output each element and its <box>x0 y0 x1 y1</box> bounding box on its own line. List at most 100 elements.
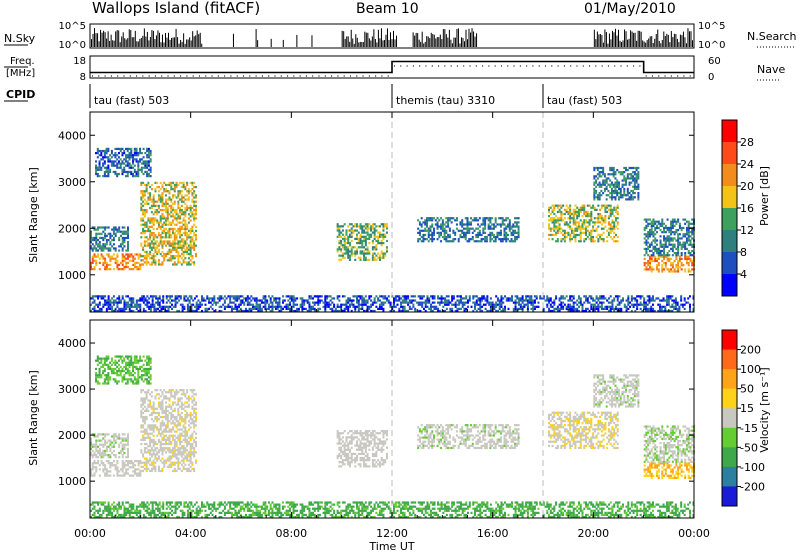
power-echo-cell <box>359 295 362 298</box>
power-echo-cell <box>671 243 674 246</box>
power-echo-cell <box>468 240 471 243</box>
power-echo-cell <box>359 237 362 241</box>
power-echo-cell <box>667 297 670 300</box>
power-echo-cell <box>164 240 167 243</box>
power-echo-cell <box>613 225 616 228</box>
power-echo-cell <box>548 307 551 311</box>
velocity-echo-cell <box>145 409 148 412</box>
power-echo-cell <box>141 297 144 300</box>
power-echo-cell <box>164 204 167 207</box>
power-echo-cell <box>172 213 175 216</box>
power-echo-cell <box>301 303 304 306</box>
power-echo-cell <box>191 192 194 195</box>
power-echo-cell <box>677 252 680 255</box>
power-echo-cell <box>602 231 605 234</box>
power-echo-cell <box>548 227 551 230</box>
power-echo-cell <box>677 239 680 242</box>
power-echo-cell <box>639 307 642 311</box>
power-echo-cell <box>177 229 180 233</box>
power-echo-cell <box>636 301 639 304</box>
power-echo-cell <box>682 243 685 246</box>
power-echo-cell <box>373 229 376 232</box>
power-echo-cell <box>688 305 691 308</box>
power-echo-cell <box>168 213 171 216</box>
power-echo-cell <box>373 246 376 249</box>
power-echo-cell <box>363 258 366 261</box>
power-echo-cell <box>418 233 421 237</box>
power-echo-cell <box>444 301 447 304</box>
power-echo-cell <box>443 227 446 230</box>
power-echo-cell <box>643 228 646 232</box>
power-echo-cell <box>104 259 107 262</box>
power-echo-cell <box>366 305 369 308</box>
velocity-echo-cell <box>121 464 124 467</box>
power-echo-cell <box>187 246 190 249</box>
power-echo-cell <box>514 235 517 239</box>
power-echo-cell <box>673 224 676 227</box>
power-echo-cell <box>114 228 117 231</box>
power-echo-cell <box>177 244 180 247</box>
power-echo-cell <box>479 301 482 304</box>
power-echo-cell <box>625 177 628 180</box>
power-echo-cell <box>163 236 166 239</box>
power-echo-cell <box>577 309 580 313</box>
power-echo-cell <box>151 301 154 304</box>
power-echo-cell <box>677 247 680 251</box>
power-echo-cell <box>121 249 124 252</box>
power-echo-cell <box>157 234 160 237</box>
power-echo-cell <box>116 147 119 151</box>
power-echo-cell <box>477 299 480 302</box>
power-echo-cell <box>345 246 348 249</box>
velocity-echo-cell <box>142 453 145 456</box>
power-echo-cell <box>514 299 517 302</box>
power-echo-cell <box>142 309 145 313</box>
power-echo-cell <box>620 307 623 311</box>
power-echo-cell <box>408 301 411 304</box>
power-echo-cell <box>466 217 469 220</box>
power-echo-cell <box>687 228 690 232</box>
power-echo-cell <box>90 303 92 306</box>
power-echo-cell <box>146 160 149 163</box>
power-echo-cell <box>623 175 626 178</box>
power-echo-cell <box>103 172 106 176</box>
power-echo-cell <box>614 208 617 211</box>
power-echo-cell <box>184 194 187 197</box>
power-echo-cell <box>195 301 198 304</box>
velocity-echo-cell <box>123 464 126 467</box>
power-echo-cell <box>107 149 110 153</box>
power-echo-cell <box>150 200 153 203</box>
power-echo-cell <box>373 227 376 230</box>
power-echo-cell <box>583 223 586 226</box>
power-echo-cell <box>458 307 461 311</box>
power-echo-cell <box>539 295 542 298</box>
power-echo-cell <box>142 248 145 251</box>
power-echo-cell <box>599 212 602 216</box>
power-echo-cell <box>132 162 135 165</box>
power-echo-cell <box>147 149 150 153</box>
velocity-echo-cell <box>91 462 94 465</box>
power-echo-cell <box>477 227 480 230</box>
power-echo-cell <box>109 259 112 262</box>
power-echo-cell <box>525 299 528 302</box>
power-echo-cell <box>145 211 148 214</box>
power-echo-cell <box>661 220 664 223</box>
power-echo-cell <box>514 225 517 228</box>
nsky-label: N.Sky <box>4 32 36 45</box>
power-echo-cell <box>475 299 478 302</box>
power-echo-cell <box>320 299 323 302</box>
power-echo-cell <box>614 196 617 199</box>
power-echo-cell <box>558 229 561 232</box>
power-echo-cell <box>147 156 150 159</box>
power-echo-cell <box>96 152 99 155</box>
power-echo-cell <box>567 231 570 234</box>
power-echo-cell <box>563 240 566 243</box>
power-echo-cell <box>105 268 108 271</box>
velocity-echo-cell <box>145 393 148 396</box>
power-echo-cell <box>350 239 353 243</box>
power-echo-cell <box>502 309 505 313</box>
power-echo-cell <box>260 307 263 311</box>
power-echo-cell <box>109 236 112 240</box>
power-echo-cell <box>673 231 676 234</box>
power-echo-cell <box>175 263 178 266</box>
power-echo-cell <box>512 223 515 226</box>
